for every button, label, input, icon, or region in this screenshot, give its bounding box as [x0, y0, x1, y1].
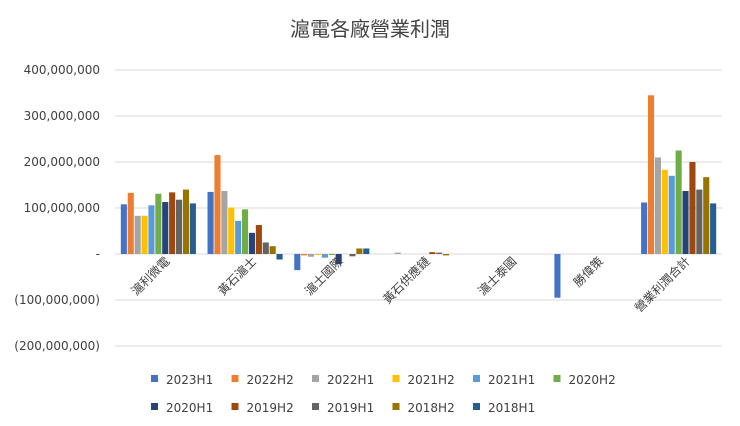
legend: 2023H1 2022H2 2022H1 2021H2 2021H1 2020H2 2020…	[151, 373, 616, 415]
x-tick-label: 勝偉策	[570, 254, 606, 290]
bar	[710, 203, 717, 254]
bar	[221, 190, 228, 254]
bar	[162, 202, 169, 254]
bar	[214, 155, 221, 254]
bar	[262, 242, 269, 254]
bar	[363, 248, 370, 254]
x-tick-label: 滬利微電	[128, 254, 173, 299]
legend-label: 2018H2	[408, 401, 455, 415]
gridlines	[115, 69, 722, 347]
bar	[294, 254, 301, 271]
legend-swatch	[473, 375, 480, 382]
bar	[169, 192, 176, 254]
bar	[134, 215, 141, 254]
legend-swatch	[473, 403, 480, 410]
legend-label: 2019H2	[247, 401, 294, 415]
bar	[641, 202, 648, 254]
legend-swatch	[231, 403, 239, 410]
bar	[394, 252, 401, 254]
y-tick-label: 300,000,000	[24, 109, 100, 123]
bar	[661, 169, 668, 254]
bar	[308, 254, 315, 257]
bar	[689, 162, 696, 254]
bar	[189, 203, 196, 254]
bar	[242, 209, 249, 254]
legend-swatch	[151, 403, 158, 410]
bar	[682, 190, 689, 254]
y-tick-label: -	[96, 247, 100, 261]
bar	[328, 254, 335, 255]
bar	[207, 191, 214, 254]
legend-label: 2021H1	[488, 373, 535, 387]
y-tick-label: (100,000,000)	[14, 293, 100, 307]
bar	[668, 175, 675, 254]
bar	[155, 193, 162, 254]
bar	[335, 254, 342, 265]
bar	[127, 192, 134, 254]
bar	[647, 95, 655, 254]
chart-title: 滬電各廠營業利潤	[290, 17, 450, 41]
bar	[276, 254, 283, 260]
bar	[654, 157, 661, 254]
legend-swatch	[231, 375, 239, 382]
x-tick-label: 滬士國際	[301, 254, 346, 299]
bar	[248, 232, 256, 254]
bar	[443, 254, 450, 256]
bar	[255, 225, 262, 254]
bar	[696, 189, 703, 254]
legend-label: 2022H1	[327, 373, 374, 387]
legend-swatch	[553, 375, 561, 382]
x-tick-label: 營業利潤合計	[631, 254, 693, 316]
y-tick-label: 100,000,000	[24, 201, 100, 215]
x-tick-label: 黃石供應鏈	[380, 254, 433, 307]
bars	[120, 95, 717, 298]
bar	[436, 252, 443, 254]
bar	[349, 254, 356, 257]
bar	[235, 220, 242, 254]
bar	[228, 207, 235, 254]
bar	[269, 246, 276, 254]
bar	[120, 204, 127, 254]
bar	[675, 150, 682, 254]
legend-swatch	[151, 375, 158, 382]
y-tick-label: 200,000,000	[24, 155, 100, 169]
bar	[182, 189, 190, 254]
x-tick-label: 黃石滬士	[215, 254, 260, 299]
y-tick-label: 400,000,000	[24, 63, 100, 77]
legend-swatch	[312, 375, 319, 382]
legend-swatch	[312, 403, 319, 410]
bar	[314, 254, 322, 255]
y-axis: 400,000,000 300,000,000 200,000,000 100,000…	[14, 63, 100, 353]
bar	[148, 205, 155, 254]
bar	[356, 248, 363, 254]
bar	[301, 254, 308, 256]
legend-label: 2023H1	[166, 373, 213, 387]
legend-label: 2022H2	[247, 373, 294, 387]
legend-swatch	[392, 403, 400, 410]
bar	[176, 199, 183, 254]
legend-label: 2020H2	[569, 373, 616, 387]
legend-label: 2019H1	[327, 401, 374, 415]
y-tick-label: (200,000,000)	[14, 339, 100, 353]
legend-label: 2018H1	[488, 401, 535, 415]
bar	[554, 254, 561, 298]
bar	[703, 177, 710, 254]
bar	[429, 252, 436, 254]
x-tick-label: 滬士泰國	[475, 254, 520, 299]
legend-label: 2020H1	[166, 401, 213, 415]
bar	[141, 215, 148, 254]
legend-swatch	[392, 375, 400, 382]
bar	[321, 254, 328, 258]
legend-label: 2021H2	[408, 373, 455, 387]
x-axis: 滬利微電 黃石滬士 滬士國際 黃石供應鏈 滬士泰國 勝偉策 營業利潤合計	[128, 254, 693, 316]
